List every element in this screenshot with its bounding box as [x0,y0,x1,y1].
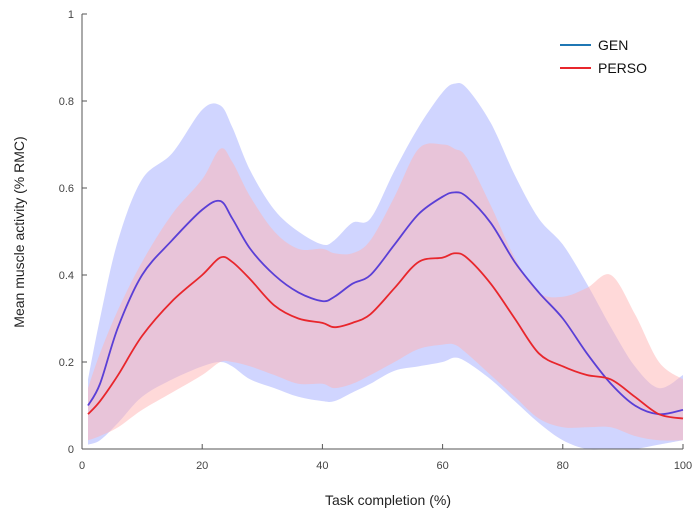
x-tick-label: 80 [557,460,569,472]
confidence-bands [88,82,683,450]
y-tick-label: 0.8 [59,96,74,108]
legend: GEN PERSO [560,37,647,76]
x-tick-label: 0 [79,460,85,472]
legend-label-gen: GEN [598,37,628,53]
y-tick-label: 0.4 [59,270,74,282]
series-lines [87,191,684,420]
y-axis-title: Mean muscle activity (% RMC) [11,136,27,327]
y-tick-label: 1 [68,9,74,21]
x-axis-title: Task completion (%) [325,492,451,508]
axes [81,14,683,450]
x-tick-label: 40 [316,460,328,472]
y-tick-label: 0.2 [59,357,74,369]
y-tick-label: 0 [68,444,74,456]
line-gen [87,191,684,416]
y-tick-label: 0.6 [59,183,74,195]
band-perso [88,143,683,441]
ticks: 0 20 40 60 80 100 0 0.2 0.4 0.6 0.8 1 [59,9,692,472]
x-tick-label: 20 [196,460,208,472]
x-tick-label: 100 [674,460,692,472]
legend-label-perso: PERSO [598,60,647,76]
line-perso [87,252,684,420]
x-tick-label: 60 [436,460,448,472]
